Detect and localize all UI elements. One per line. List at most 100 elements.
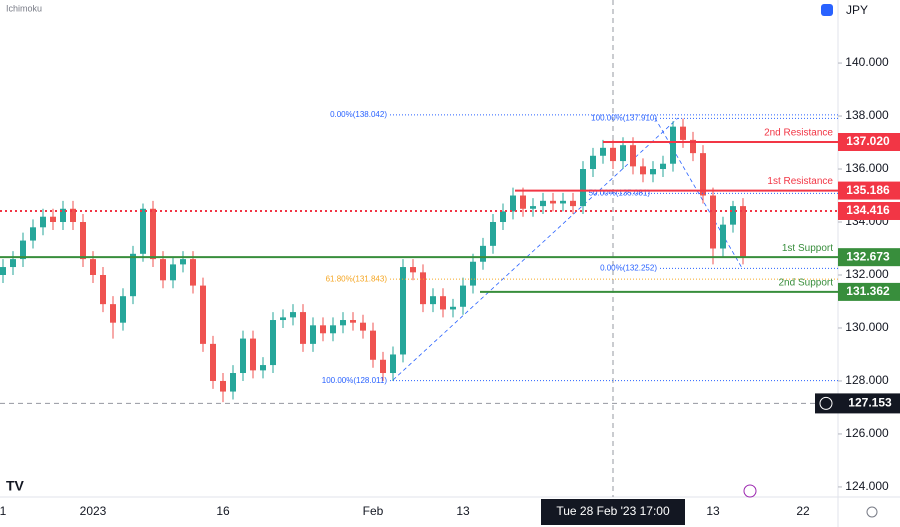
candle-body — [140, 208, 146, 254]
fib-label: 100.00%(137.910) — [591, 114, 657, 123]
candle-body — [730, 206, 736, 225]
y-tick-label: 132.000 — [845, 267, 889, 281]
price-tag-label: 137.020 — [846, 134, 890, 148]
candle-body — [480, 245, 486, 262]
candle-body — [690, 139, 696, 154]
candle-body — [10, 259, 16, 268]
crosshair-time-tag — [541, 499, 685, 525]
settings-icon[interactable] — [866, 506, 878, 518]
candle-body — [340, 320, 346, 326]
candle-body — [720, 224, 726, 249]
fib-label: 100.00%(128.011) — [322, 376, 388, 385]
candle-body — [240, 338, 246, 374]
scale-icon[interactable] — [821, 4, 833, 16]
x-tick-label: 13 — [706, 504, 720, 518]
candle-body — [220, 380, 226, 392]
price-tag — [838, 201, 900, 220]
candle-body — [490, 222, 496, 246]
price-tag-label: 131.362 — [846, 284, 890, 298]
level-name: 2nd Support — [779, 278, 834, 289]
level-name: 2nd Resistance — [764, 128, 833, 139]
candle-body — [280, 317, 286, 321]
x-tick-label: Tue 28 Feb '23 17:00 — [556, 504, 670, 518]
candle-body — [630, 145, 636, 167]
candle-body — [80, 222, 86, 260]
candle-body — [390, 354, 396, 374]
x-tick-label: 1 — [0, 504, 7, 518]
x-tick-label: 13 — [456, 504, 470, 518]
candle-body — [90, 259, 96, 275]
crosshair-label: 127.153 — [848, 396, 892, 410]
y-tick-label: 126.000 — [845, 426, 889, 440]
x-tick-label: 2023 — [80, 504, 107, 518]
crosshair-tag — [815, 393, 900, 414]
fib-label: 61.80%(131.843) — [326, 274, 388, 283]
candle-body — [400, 267, 406, 355]
candle-body — [320, 325, 326, 334]
y-tick-label: 130.000 — [845, 320, 889, 334]
candle-body — [580, 169, 586, 207]
candle-body — [20, 240, 26, 260]
candle-body — [290, 312, 296, 318]
candle-body — [260, 365, 266, 371]
candle-body — [70, 208, 76, 223]
candle-body — [610, 147, 616, 162]
price-tag — [838, 181, 900, 200]
candle-body — [440, 296, 446, 310]
candle-body — [510, 195, 516, 212]
price-tag — [838, 248, 900, 267]
candle-body — [460, 285, 466, 307]
candle-body — [550, 200, 556, 204]
candle-body — [560, 200, 566, 204]
candle-body — [590, 155, 596, 170]
candle-body — [200, 285, 206, 344]
candle-body — [180, 259, 186, 265]
price-tag-label: 134.416 — [846, 203, 890, 217]
candle-body — [150, 208, 156, 260]
candle-body — [470, 261, 476, 286]
candle-body — [370, 330, 376, 360]
candle-body — [410, 267, 416, 273]
symbol[interactable]: JPY — [846, 3, 868, 17]
candle-body — [210, 343, 216, 381]
candle-body — [570, 200, 576, 207]
candle-body — [120, 296, 126, 323]
y-tick-label: 140.000 — [845, 55, 889, 69]
price-tag — [838, 133, 900, 151]
price-tag-label: 135.186 — [846, 183, 890, 197]
candle-body — [680, 126, 686, 140]
event-icon[interactable] — [743, 484, 757, 498]
candle-body — [160, 259, 166, 281]
level-name: 1st Resistance — [767, 176, 833, 187]
candle-body — [130, 253, 136, 297]
y-tick-label: 124.000 — [845, 479, 889, 493]
candle-body — [110, 304, 116, 323]
candle-body — [700, 153, 706, 196]
candle-body — [710, 195, 716, 249]
logo: TV — [6, 478, 25, 494]
candle-body — [250, 338, 256, 371]
fib-label: 0.00%(138.042) — [330, 110, 387, 119]
candle-body — [330, 325, 336, 334]
candle-body — [380, 359, 386, 374]
candle-body — [300, 312, 306, 344]
candle-body — [30, 227, 36, 241]
candle-body — [40, 216, 46, 228]
candle-body — [310, 325, 316, 344]
candle-body — [50, 216, 56, 223]
candle-body — [60, 208, 66, 223]
add-button — [819, 396, 833, 410]
x-tick-label: 22 — [796, 504, 810, 518]
candle-body — [520, 195, 526, 209]
candle-body — [270, 320, 276, 366]
level-name: 1st Support — [782, 243, 833, 254]
indicator-name[interactable]: Ichimoku — [6, 3, 42, 13]
price-tag-label: 132.673 — [846, 249, 890, 263]
y-tick-label: 138.000 — [845, 108, 889, 122]
price-tag — [838, 282, 900, 301]
candle-body — [450, 306, 456, 310]
candle-body — [420, 272, 426, 305]
candle-body — [0, 267, 6, 275]
